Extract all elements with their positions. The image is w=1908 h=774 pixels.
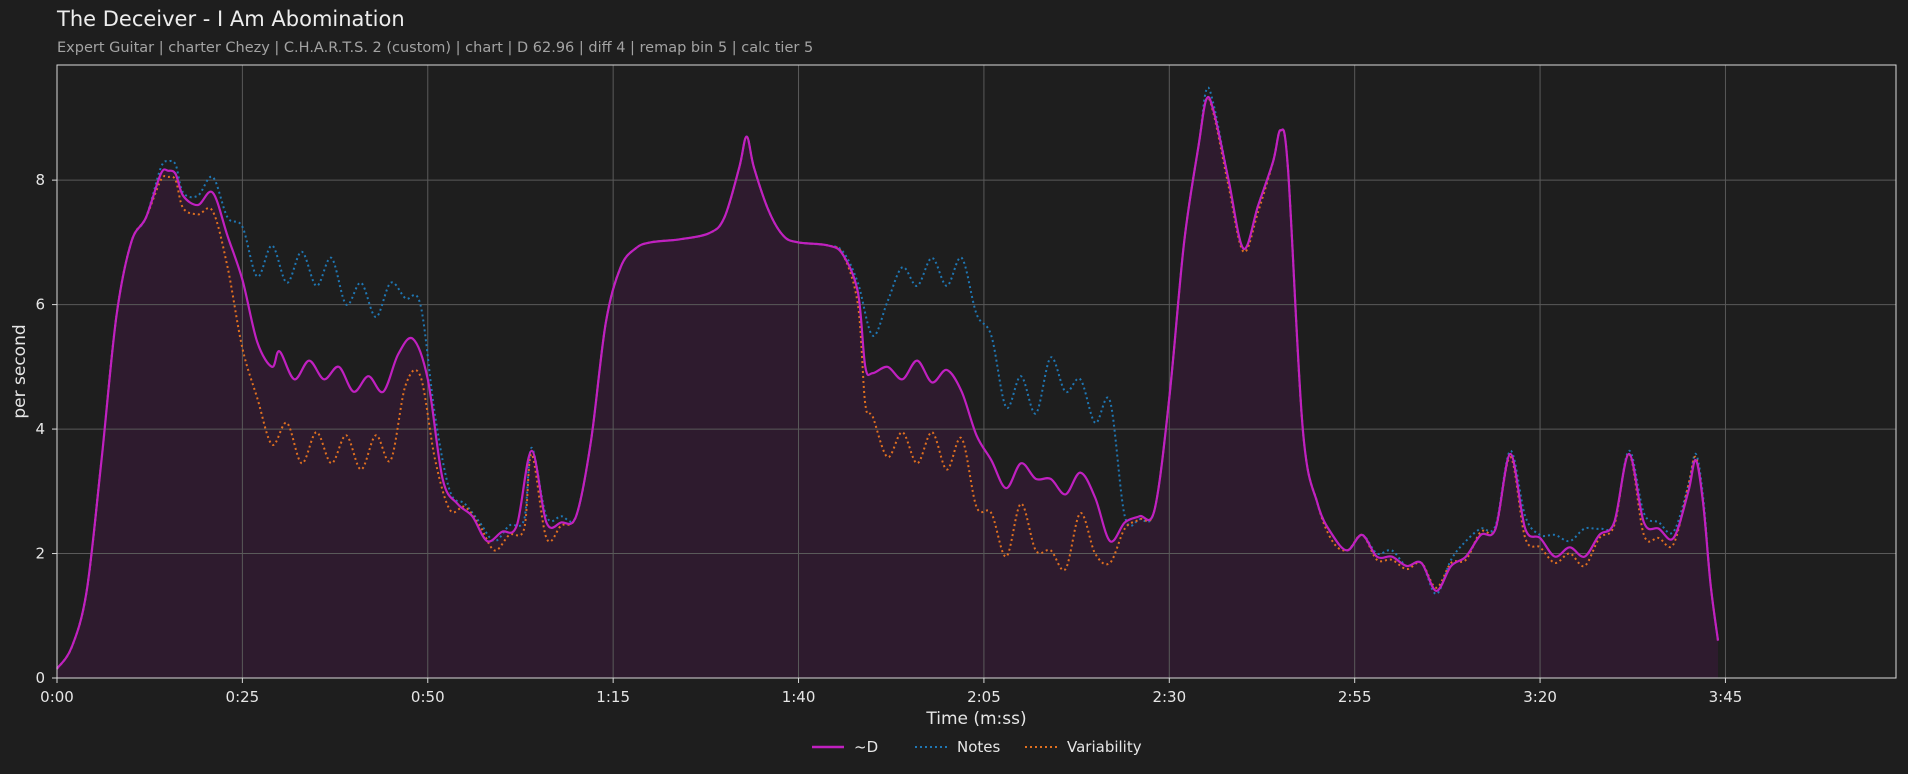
plot-frame [56, 64, 1897, 679]
legend: ~D Notes Variability [812, 738, 1142, 756]
x-tick-label: 1:40 [782, 688, 816, 706]
legend-label: Notes [957, 738, 1001, 756]
x-tick-label: 0:00 [40, 688, 74, 706]
x-tick-label: 0:50 [411, 688, 445, 706]
y-tick-label: 8 [35, 171, 45, 189]
x-tick-label: 0:25 [226, 688, 260, 706]
x-tick-label: 3:45 [1709, 688, 1743, 706]
legend-label: ~D [854, 738, 878, 756]
y-tick-label: 2 [35, 545, 45, 563]
x-tick-label: 2:55 [1338, 688, 1372, 706]
legend-label: Variability [1067, 738, 1142, 756]
y-axis-ticks: 0 2 4 6 8 [35, 171, 57, 687]
x-tick-label: 2:30 [1152, 688, 1186, 706]
x-axis-label: Time (m:ss) [925, 709, 1026, 729]
series-line [56, 95, 1720, 670]
chart-subtitle: Expert Guitar | charter Chezy | C.H.A.R.… [57, 40, 814, 56]
y-tick-label: 6 [35, 296, 45, 314]
series-line [56, 96, 1719, 670]
y-tick-label: 0 [35, 669, 45, 687]
y-tick-label: 4 [35, 420, 45, 438]
x-tick-label: 1:15 [596, 688, 630, 706]
series-area-fill [57, 97, 1718, 679]
y-axis-label: per second [10, 324, 30, 418]
x-axis-ticks: 0:00 0:25 0:50 1:15 1:40 2:05 2:30 2:55 3:20 3:45 [40, 678, 1742, 706]
chart-title: The Deceiver - I Am Abomination [57, 7, 405, 31]
series-lines [56, 86, 1720, 670]
x-tick-label: 3:20 [1523, 688, 1557, 706]
x-tick-label: 2:05 [967, 688, 1001, 706]
area-fills [57, 97, 1718, 679]
